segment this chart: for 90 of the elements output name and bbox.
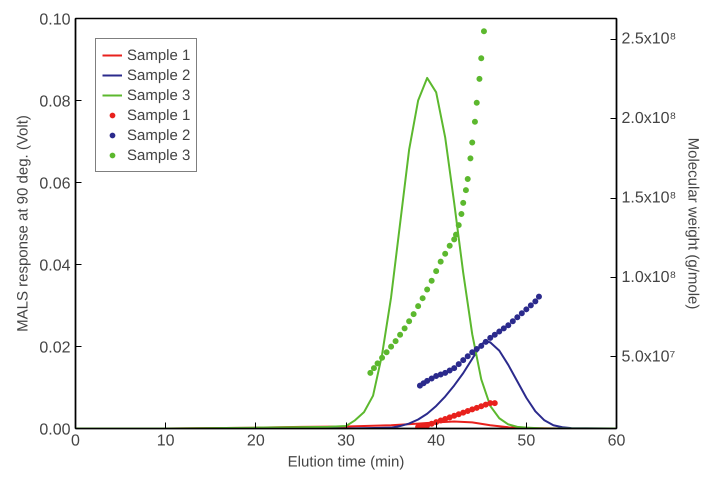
point [464, 408, 471, 414]
y2-tick-label: 1.5x10⁸ [622, 190, 676, 207]
point [384, 349, 390, 356]
x-tick-label: 40 [427, 432, 446, 450]
point [406, 318, 412, 324]
y-tick-label: 0.00 [39, 422, 71, 438]
y2-tick-label: 5.0x10⁷ [622, 348, 676, 366]
y2-tick-label: 2.0x10⁸ [622, 110, 676, 128]
point [460, 357, 466, 364]
point [469, 139, 476, 146]
legend-label: Sample 2 [127, 66, 190, 85]
point [492, 332, 498, 338]
y-axis-title: MALS response at 90 deg. (Volt) [14, 115, 32, 332]
y2-tick-label: 1.0x10⁸ [622, 269, 676, 286]
legend-label: Sample 3 [127, 146, 190, 165]
y-tick-label: 0.04 [39, 258, 71, 274]
point [388, 344, 394, 350]
point [446, 414, 453, 420]
x-tick-label: 20 [246, 432, 265, 450]
point [456, 361, 462, 368]
point [472, 118, 478, 125]
point [462, 187, 469, 194]
point [420, 295, 426, 302]
point [478, 403, 484, 410]
point [464, 353, 471, 360]
point [460, 200, 466, 206]
point [451, 365, 458, 372]
point [438, 371, 444, 378]
x-tick-label: 0 [71, 432, 80, 450]
point [523, 306, 530, 312]
x-tick-label: 30 [337, 432, 355, 450]
point [518, 310, 525, 316]
point [367, 370, 374, 376]
point [478, 55, 484, 62]
legend-label: Sample 2 [127, 126, 190, 145]
y-tick-label: 0.06 [39, 176, 71, 192]
point [433, 268, 440, 274]
point [528, 302, 534, 308]
point [451, 236, 458, 242]
x-tick-label: 50 [517, 432, 536, 450]
point [424, 286, 430, 292]
point [397, 332, 404, 338]
point [442, 370, 448, 376]
point [458, 210, 464, 217]
y-tick-label: 0.08 [39, 94, 71, 110]
point [482, 338, 489, 345]
legend-label: Sample 1 [127, 46, 190, 65]
point [469, 349, 476, 356]
point [500, 325, 507, 332]
y2-axis-title: Molecular weight (g/mole) [684, 138, 702, 310]
point [442, 250, 448, 257]
point [392, 338, 399, 344]
point [505, 322, 512, 328]
y-tick-label: 0.02 [39, 340, 71, 356]
point [402, 325, 408, 332]
point [428, 278, 435, 284]
point [476, 76, 482, 82]
point [446, 242, 453, 249]
point [536, 294, 542, 300]
point [379, 354, 386, 361]
point [451, 412, 458, 419]
point [438, 258, 444, 265]
y2-tick-label: 2.5x10⁸ [622, 30, 676, 48]
point [474, 100, 480, 106]
point [446, 368, 453, 374]
legend-label: Sample 3 [127, 86, 190, 105]
point [480, 28, 487, 34]
point [370, 365, 377, 372]
x-axis-title: Elution time (min) [288, 454, 404, 470]
point [460, 410, 466, 416]
point [514, 314, 520, 320]
point [467, 155, 474, 162]
y-tick-label: 0.10 [39, 12, 71, 28]
legend-label: Sample 1 [127, 106, 190, 125]
point [415, 303, 422, 310]
point [474, 346, 480, 352]
point [532, 298, 538, 304]
point [410, 311, 417, 318]
point [478, 342, 484, 349]
x-tick-label: 10 [156, 432, 175, 450]
point [496, 328, 502, 335]
point [456, 222, 462, 228]
point [424, 378, 430, 384]
x-tick-label: 60 [608, 432, 626, 450]
point [433, 373, 440, 380]
point [456, 411, 462, 418]
point [464, 176, 471, 182]
point [510, 318, 516, 324]
point [428, 375, 435, 382]
point [487, 334, 494, 341]
